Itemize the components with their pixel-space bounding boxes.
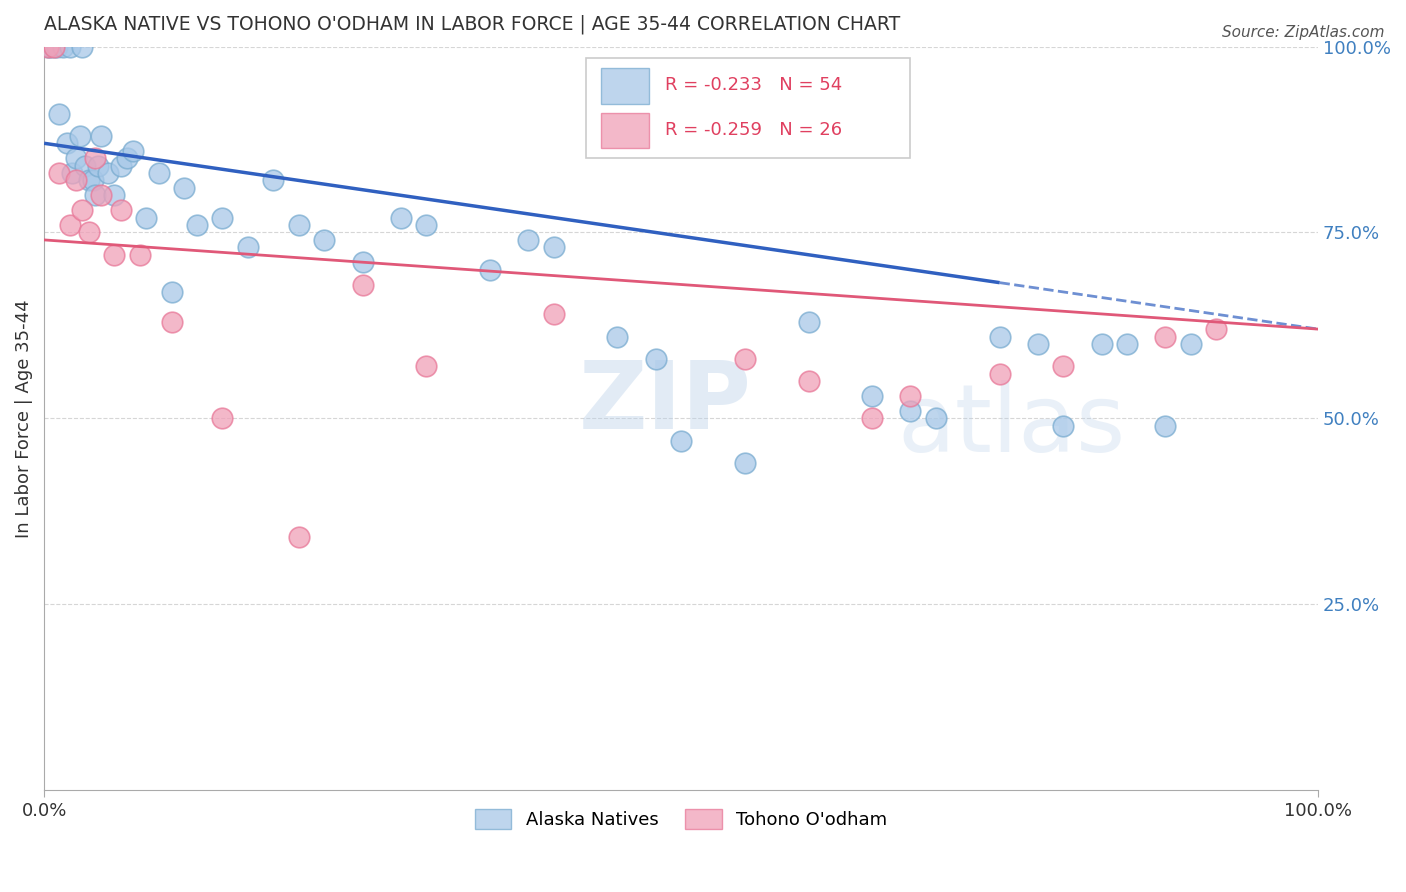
Point: [415, 359, 437, 374]
Point: [517, 233, 540, 247]
Point: [1180, 337, 1202, 351]
Point: [45, 39, 67, 54]
Point: [389, 211, 412, 225]
Point: [988, 329, 1011, 343]
Point: [110, 203, 132, 218]
Point: [77, 173, 100, 187]
Point: [73, 159, 96, 173]
Point: [860, 389, 883, 403]
Point: [1052, 359, 1074, 374]
Point: [606, 329, 628, 343]
Point: [644, 351, 666, 366]
Text: R = -0.259   N = 26: R = -0.259 N = 26: [665, 121, 842, 139]
Point: [44, 39, 66, 54]
Point: [211, 411, 233, 425]
Point: [90, 188, 112, 202]
Point: [82, 173, 104, 187]
Point: [1052, 418, 1074, 433]
Point: [211, 211, 233, 225]
Point: [122, 144, 145, 158]
Point: [52, 39, 75, 54]
Point: [900, 389, 922, 403]
Point: [90, 128, 112, 143]
Point: [77, 226, 100, 240]
Point: [39, 39, 62, 54]
Point: [1154, 329, 1177, 343]
Point: [314, 233, 336, 247]
Point: [48, 106, 70, 120]
Point: [69, 128, 91, 143]
Point: [65, 151, 87, 165]
Point: [925, 411, 948, 425]
Point: [58, 218, 80, 232]
Point: [543, 307, 565, 321]
Point: [72, 39, 94, 54]
Y-axis label: In Labor Force | Age 35-44: In Labor Force | Age 35-44: [15, 299, 32, 538]
Point: [288, 530, 311, 544]
Text: ALASKA NATIVE VS TOHONO O'ODHAM IN LABOR FORCE | AGE 35-44 CORRELATION CHART: ALASKA NATIVE VS TOHONO O'ODHAM IN LABOR…: [44, 15, 900, 35]
Point: [900, 404, 922, 418]
Point: [84, 188, 107, 202]
Point: [797, 374, 820, 388]
Point: [148, 166, 170, 180]
Point: [1090, 337, 1112, 351]
Point: [84, 151, 107, 165]
FancyBboxPatch shape: [585, 58, 911, 158]
Point: [97, 166, 120, 180]
Point: [186, 218, 208, 232]
Point: [352, 255, 374, 269]
Point: [58, 39, 80, 54]
Point: [56, 136, 79, 151]
Point: [110, 159, 132, 173]
Point: [797, 315, 820, 329]
Point: [173, 181, 195, 195]
Point: [1154, 418, 1177, 433]
Point: [415, 218, 437, 232]
Text: Source: ZipAtlas.com: Source: ZipAtlas.com: [1222, 25, 1385, 40]
FancyBboxPatch shape: [600, 68, 650, 103]
Point: [48, 166, 70, 180]
Point: [44, 39, 66, 54]
Point: [543, 240, 565, 254]
Point: [160, 315, 183, 329]
Point: [1026, 337, 1049, 351]
Legend: Alaska Natives, Tohono O'odham: Alaska Natives, Tohono O'odham: [468, 801, 894, 837]
Point: [734, 456, 756, 470]
Point: [262, 173, 284, 187]
Point: [288, 218, 311, 232]
Point: [72, 203, 94, 218]
Point: [669, 434, 692, 448]
Text: atlas: atlas: [897, 380, 1126, 472]
Point: [860, 411, 883, 425]
Point: [352, 277, 374, 292]
Point: [115, 151, 138, 165]
Text: ZIP: ZIP: [579, 358, 752, 450]
Point: [37, 39, 59, 54]
Point: [135, 211, 157, 225]
Point: [128, 248, 150, 262]
FancyBboxPatch shape: [600, 112, 650, 148]
Point: [86, 159, 108, 173]
Point: [160, 285, 183, 299]
Point: [734, 351, 756, 366]
Point: [988, 367, 1011, 381]
Point: [37, 39, 59, 54]
Text: R = -0.233   N = 54: R = -0.233 N = 54: [665, 77, 842, 95]
Point: [1205, 322, 1227, 336]
Point: [60, 166, 83, 180]
Point: [479, 262, 502, 277]
Point: [1116, 337, 1139, 351]
Point: [65, 173, 87, 187]
Point: [103, 248, 125, 262]
Point: [236, 240, 259, 254]
Point: [103, 188, 125, 202]
